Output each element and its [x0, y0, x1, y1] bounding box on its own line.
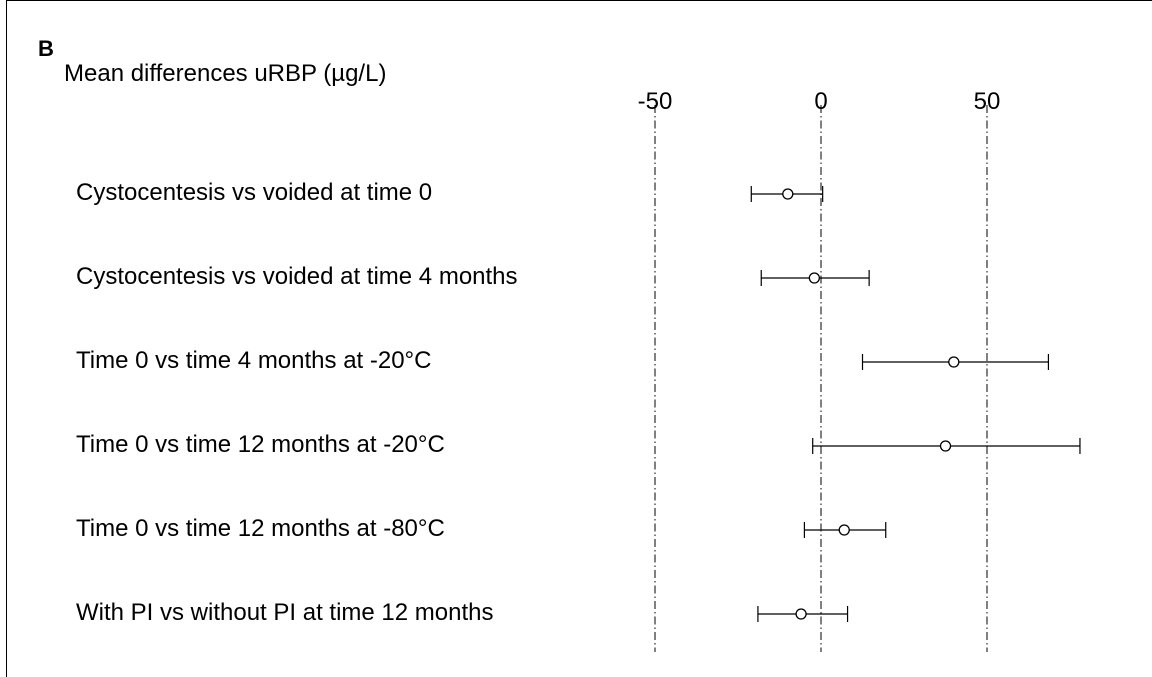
mean-point: [808, 272, 821, 284]
x-tick-label: -50: [638, 88, 673, 115]
row-label: Time 0 vs time 12 months at -20°C: [76, 431, 445, 458]
panel-label: B: [38, 36, 54, 61]
row-label: Time 0 vs time 4 months at -20°C: [76, 347, 432, 374]
row-label: Cystocentesis vs voided at time 0: [76, 179, 433, 206]
row-label: Cystocentesis vs voided at time 4 months: [76, 263, 518, 290]
chart-title: Mean differences uRBP (µg/L): [64, 60, 387, 87]
mean-point: [795, 608, 807, 620]
mean-point: [838, 524, 850, 536]
mean-point: [939, 440, 952, 452]
row-label: Time 0 vs time 12 months at -80°C: [76, 515, 445, 542]
mean-point: [782, 188, 794, 200]
row-label: With PI vs without PI at time 12 months: [76, 599, 494, 626]
mean-point: [948, 356, 960, 368]
figure-frame: [6, 0, 1152, 677]
x-tick-label: 0: [814, 88, 827, 115]
x-tick-label: 50: [974, 88, 1001, 115]
